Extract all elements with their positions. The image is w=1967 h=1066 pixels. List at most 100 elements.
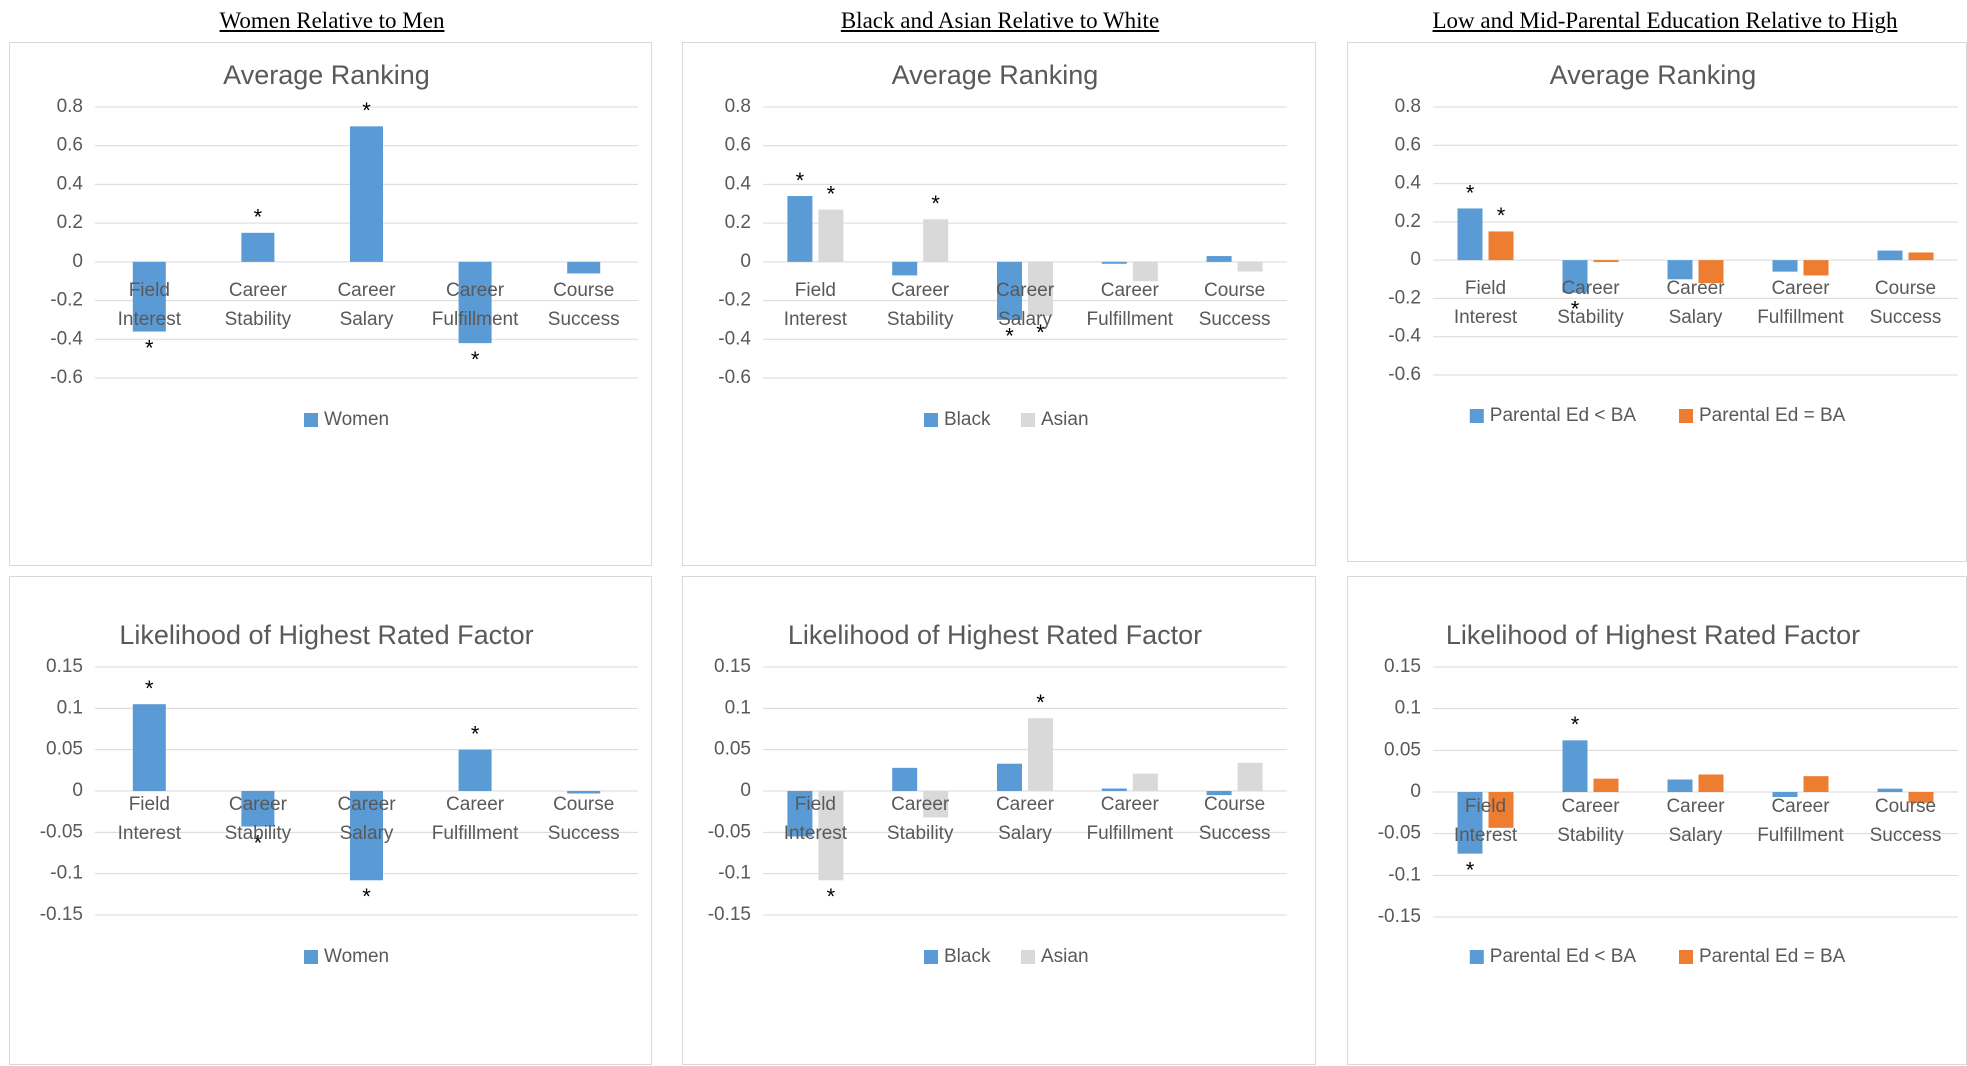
x-tick-label: Salary [340,823,394,844]
y-tick-label: 0.6 [1395,134,1421,155]
significance-star: * [471,721,480,746]
y-tick-label: 0.6 [57,135,83,156]
x-tick-label: Course [1875,278,1936,299]
cropped-caption-fragment [8,0,208,10]
y-tick-label: 0.2 [1395,211,1421,232]
x-tick-label: Field [1465,278,1506,299]
x-tick-label: Career [891,280,950,301]
legend-label: Parental Ed < BA [1490,405,1637,426]
bar [1593,778,1619,792]
legend-swatch [1469,950,1484,964]
chart-panel-highest-factor-race: Likelihood of Highest Rated Factor 0.15 0.… [682,576,1316,1065]
bar [1698,260,1724,284]
significance-star: * [1005,324,1014,349]
y-tick-label: -0.1 [1388,864,1421,885]
y-tick-label: 0.8 [1395,96,1421,117]
chart-panel-highest-factor-parental-ed: Likelihood of Highest Rated Factor 0.15 0.… [1347,576,1967,1065]
bar [923,791,949,818]
bar [1562,740,1588,792]
x-tick-label: Career [337,280,396,301]
x-tick-label: Career [1771,278,1830,299]
x-tick-label: Career [1101,280,1160,301]
y-tick-label: -0.1 [718,863,751,884]
x-tick-label: Course [553,794,614,815]
x-tick-label: Career [996,794,1055,815]
y-tick-label: 0 [72,251,83,272]
legend-label: Black [944,409,991,430]
x-tick-label: Field [129,794,170,815]
bar [1101,261,1127,264]
bar [241,232,275,262]
x-tick-label: Course [553,280,614,301]
x-tick-label: Field [129,280,170,301]
x-tick-label: Fulfillment [432,309,519,330]
bar [1908,792,1934,803]
x-tick-label: Success [548,823,620,844]
bar [818,791,844,881]
chart-svg: Average Ranking 0.8 0.6 0.4 0.2 0 -0.2 -0.4 -0.6… [1388,60,1958,426]
significance-star: * [362,884,371,909]
bar [1772,792,1798,797]
bar [1457,792,1483,854]
x-tick-label: Interest [1454,825,1518,846]
bar [997,261,1022,320]
legend-label: Women [324,409,389,430]
x-tick-label: Fulfillment [1087,309,1174,330]
x-tick-label: Interest [118,309,182,330]
column-header-parental-education: Low and Mid-Parental Education Relative … [1432,8,1898,33]
significance-star: * [1497,203,1506,228]
x-tick-label: Stability [225,823,292,844]
x-tick-label: Career [446,794,505,815]
column-header-race: Black and Asian Relative to White [840,8,1160,33]
legend-swatch [924,413,938,427]
bar [241,791,275,827]
bar [1908,252,1934,261]
y-tick-label: 0.15 [46,656,83,677]
x-tick-label: Career [996,280,1055,301]
bar [1101,788,1127,791]
significance-star: * [1571,296,1580,321]
bar [1237,261,1263,272]
significance-star: * [254,830,263,855]
bar [997,763,1022,791]
x-tick-label: Field [1465,796,1506,817]
y-tick-label: 0.4 [57,173,84,194]
bar [1488,231,1514,261]
legend-swatch [1679,409,1693,423]
x-tick-label: Career [1771,796,1830,817]
x-tick-label: Success [1199,823,1271,844]
chart-title: Average Ranking [223,60,430,90]
significance-star: * [254,205,263,230]
x-tick-label: Fulfillment [1087,823,1174,844]
y-tick-label: -0.6 [50,367,83,388]
x-tick-label: Salary [998,309,1052,330]
chart-svg: Likelihood of Highest Rated Factor 0.15 0.… [40,620,638,967]
y-tick-label: -0.15 [40,904,83,925]
bar [1028,718,1053,791]
x-tick-label: Career [1666,278,1725,299]
chart-svg: Average Ranking 0.8 0.6 0.4 0.2 0 -0.2 -0.4 -0.6… [718,60,1287,430]
significance-star: * [796,168,805,193]
y-tick-label: 0 [740,780,751,801]
significance-star: * [931,191,940,216]
bar [1132,773,1158,791]
bar [1803,776,1829,792]
x-tick-label: Career [1666,796,1725,817]
bar [1488,792,1514,828]
bar [923,219,949,262]
x-tick-label: Stability [1557,307,1624,328]
bar [1803,260,1829,276]
y-tick-label: -0.15 [1378,906,1421,927]
bar [1877,250,1903,261]
legend-label: Asian [1041,409,1089,430]
chart-panel-avg-ranking-women: Average Ranking 0.8 0.6 0.4 0.2 0 -0.2 -0.4 -0.6… [9,42,652,566]
bar [1457,208,1483,261]
y-tick-label: -0.15 [708,904,751,925]
bar [818,209,844,262]
chart-title: Likelihood of Highest Rated Factor [1446,620,1860,650]
x-tick-label: Course [1875,796,1936,817]
chart-svg: Likelihood of Highest Rated Factor 0.15 0.… [1378,620,1958,967]
bar [1206,256,1232,262]
y-tick-label: 0.4 [1395,173,1422,194]
y-tick-label: -0.2 [1388,287,1421,308]
